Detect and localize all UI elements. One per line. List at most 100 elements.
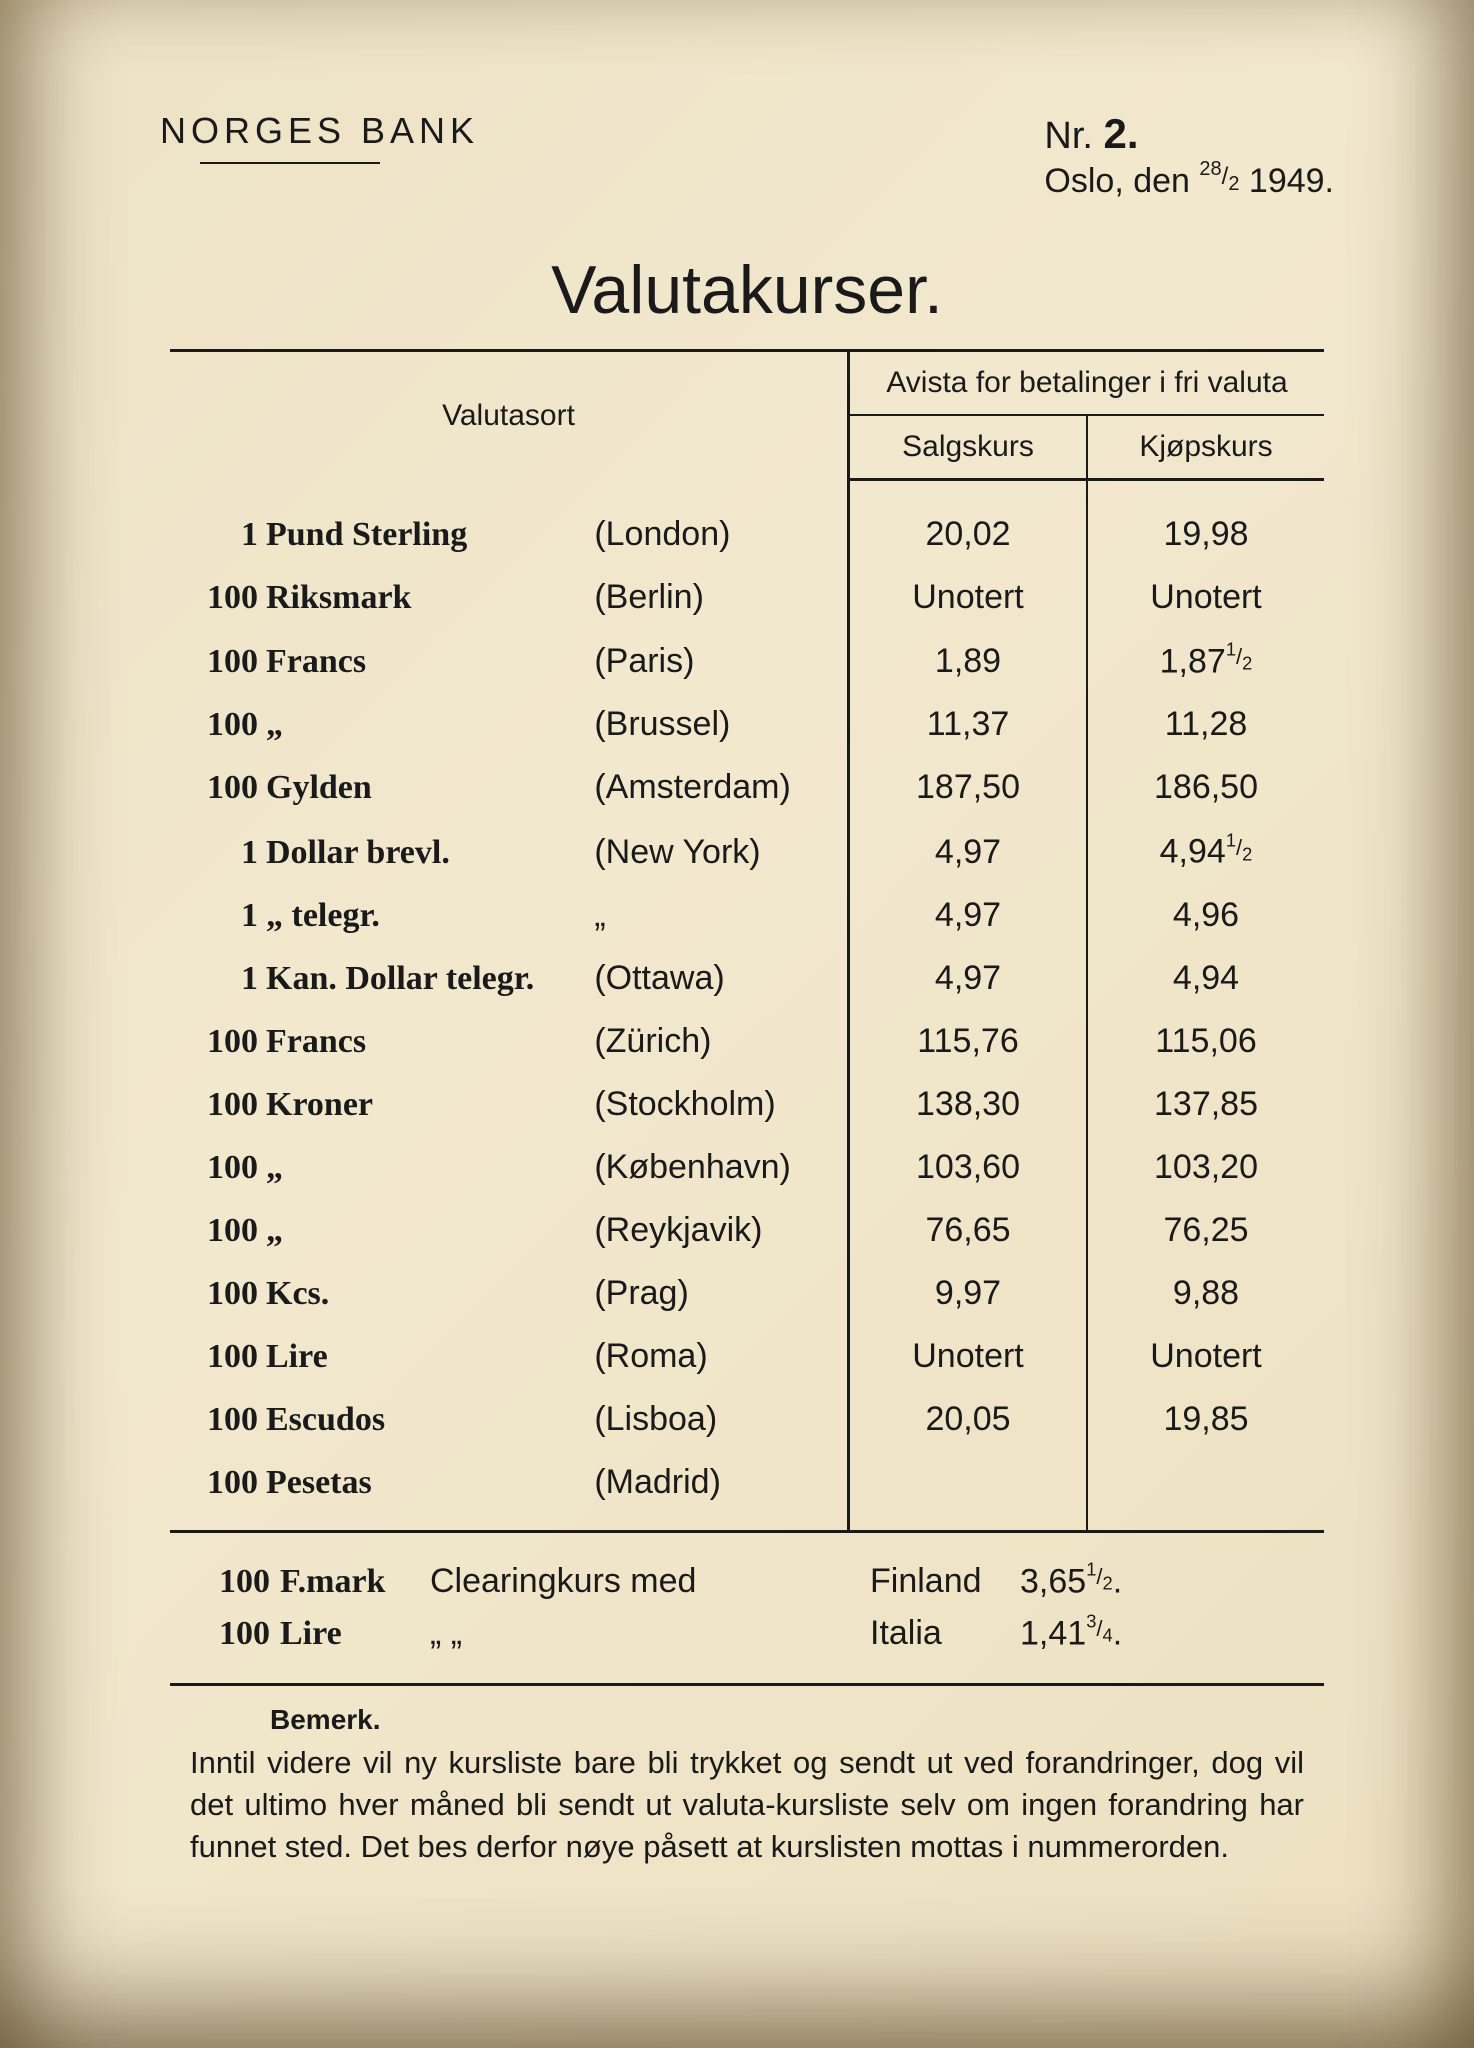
clearing-value: 1,413/4.	[1020, 1613, 1180, 1653]
bank-block: NORGES BANK	[160, 110, 479, 164]
rates-table-wrap: Valutasort Avista for betalinger i fri v…	[170, 349, 1324, 1868]
clearing-qty: 100	[190, 1615, 280, 1653]
clearing-row: 100F.markClearingkurs medFinland3,651/2.	[170, 1555, 1324, 1607]
table-row: 100Riksmark(Berlin)UnotertUnotert	[170, 566, 1324, 629]
cell-sell: Unotert	[849, 566, 1088, 629]
cell-buy: 4,941/2	[1087, 819, 1324, 883]
cell-city: (Paris)	[586, 629, 848, 693]
cell-qty: 100	[170, 693, 266, 756]
col-valutasort: Valutasort	[170, 351, 849, 480]
cell-sell: 4,97	[849, 819, 1088, 883]
cell-qty: 1	[170, 819, 266, 883]
cell-sell: 1,89	[849, 629, 1088, 693]
cell-currency: Kan. Dollar telegr.	[266, 947, 586, 1010]
clearing-qty: 100	[190, 1563, 280, 1601]
cell-currency: „	[266, 1199, 586, 1262]
bank-name: NORGES BANK	[160, 110, 479, 152]
cell-sell: 20,05	[849, 1388, 1088, 1451]
table-row: 100Pesetas(Madrid)	[170, 1451, 1324, 1532]
table-row: 100„(Brussel)11,3711,28	[170, 693, 1324, 756]
issue-number: Nr. 2.	[1044, 110, 1334, 158]
date-year: 1949	[1249, 162, 1325, 200]
cell-currency: „	[266, 1136, 586, 1199]
col-sell: Salgskurs	[849, 415, 1088, 480]
page-title: Valutakurser.	[160, 251, 1334, 329]
table-row: 100Lire(Roma)UnotertUnotert	[170, 1325, 1324, 1388]
clearing-block: 100F.markClearingkurs medFinland3,651/2.…	[170, 1555, 1324, 1660]
header: NORGES BANK Nr. 2. Oslo, den 28/2 1949.	[160, 110, 1334, 201]
issue-date: Oslo, den 28/2 1949.	[1044, 160, 1334, 201]
cell-currency: Lire	[266, 1325, 586, 1388]
cell-currency: Escudos	[266, 1388, 586, 1451]
table-row: 100Francs(Paris)1,891,871/2	[170, 629, 1324, 693]
cell-buy	[1087, 1451, 1324, 1532]
cell-sell: 187,50	[849, 756, 1088, 819]
cell-city: (London)	[586, 480, 848, 567]
cell-qty: 100	[170, 1010, 266, 1073]
table-row: 100Kroner(Stockholm)138,30137,85	[170, 1073, 1324, 1136]
cell-currency: Pesetas	[266, 1451, 586, 1532]
cell-city: (Amsterdam)	[586, 756, 848, 819]
cell-buy: 1,871/2	[1087, 629, 1324, 693]
cell-sell: 9,97	[849, 1262, 1088, 1325]
cell-currency: „ telegr.	[266, 884, 586, 947]
cell-sell: 11,37	[849, 693, 1088, 756]
cell-qty: 100	[170, 1073, 266, 1136]
table-row: 1Kan. Dollar telegr.(Ottawa)4,974,94	[170, 947, 1324, 1010]
cell-buy: 186,50	[1087, 756, 1324, 819]
table-row: 1Dollar brevl.(New York)4,974,941/2	[170, 819, 1324, 883]
cell-buy: Unotert	[1087, 1325, 1324, 1388]
table-row: 100Gylden(Amsterdam)187,50186,50	[170, 756, 1324, 819]
cell-currency: Dollar brevl.	[266, 819, 586, 883]
bank-underline	[200, 162, 380, 164]
cell-city: (Berlin)	[586, 566, 848, 629]
document-page: NORGES BANK Nr. 2. Oslo, den 28/2 1949. …	[0, 0, 1474, 2048]
nr-value: 2.	[1104, 110, 1139, 157]
cell-currency: Gylden	[266, 756, 586, 819]
cell-currency: Francs	[266, 629, 586, 693]
cell-buy: 4,94	[1087, 947, 1324, 1010]
cell-sell: 20,02	[849, 480, 1088, 567]
cell-city: (København)	[586, 1136, 848, 1199]
clearing-row: 100Lire„ „Italia1,413/4.	[170, 1607, 1324, 1659]
table-row: 1„ telegr.„4,974,96	[170, 884, 1324, 947]
cell-city: (Roma)	[586, 1325, 848, 1388]
cell-buy: 4,96	[1087, 884, 1324, 947]
cell-sell: Unotert	[849, 1325, 1088, 1388]
cell-qty: 100	[170, 1136, 266, 1199]
clearing-country: Italia	[870, 1614, 1020, 1653]
cell-sell: 76,65	[849, 1199, 1088, 1262]
clearing-text: Clearingkurs med	[430, 1562, 870, 1601]
date-prefix: Oslo, den	[1044, 162, 1190, 200]
col-avista: Avista for betalinger i fri valuta	[849, 351, 1325, 416]
cell-buy: 19,98	[1087, 480, 1324, 567]
cell-sell: 138,30	[849, 1073, 1088, 1136]
clearing-currency: Lire	[280, 1615, 430, 1653]
cell-buy: 19,85	[1087, 1388, 1324, 1451]
cell-qty: 100	[170, 1325, 266, 1388]
cell-buy: 137,85	[1087, 1073, 1324, 1136]
cell-qty: 100	[170, 756, 266, 819]
remark-heading: Bemerk.	[270, 1704, 1324, 1736]
cell-buy: 103,20	[1087, 1136, 1324, 1199]
cell-buy: 11,28	[1087, 693, 1324, 756]
cell-sell: 4,97	[849, 884, 1088, 947]
cell-currency: Francs	[266, 1010, 586, 1073]
cell-qty: 1	[170, 884, 266, 947]
table-row: 100Kcs.(Prag)9,979,88	[170, 1262, 1324, 1325]
clearing-country: Finland	[870, 1562, 1020, 1601]
cell-sell: 103,60	[849, 1136, 1088, 1199]
cell-city: (Ottawa)	[586, 947, 848, 1010]
cell-city: (Prag)	[586, 1262, 848, 1325]
cell-city: (Brussel)	[586, 693, 848, 756]
cell-currency: Kroner	[266, 1073, 586, 1136]
clearing-value: 3,651/2.	[1020, 1561, 1180, 1601]
cell-city: „	[586, 884, 848, 947]
cell-qty: 1	[170, 480, 266, 567]
cell-city: (Reykjavik)	[586, 1199, 848, 1262]
clearing-text: „ „	[430, 1614, 870, 1653]
cell-city: (New York)	[586, 819, 848, 883]
cell-currency: Riksmark	[266, 566, 586, 629]
cell-currency: Pund Sterling	[266, 480, 586, 567]
col-buy: Kjøpskurs	[1087, 415, 1324, 480]
